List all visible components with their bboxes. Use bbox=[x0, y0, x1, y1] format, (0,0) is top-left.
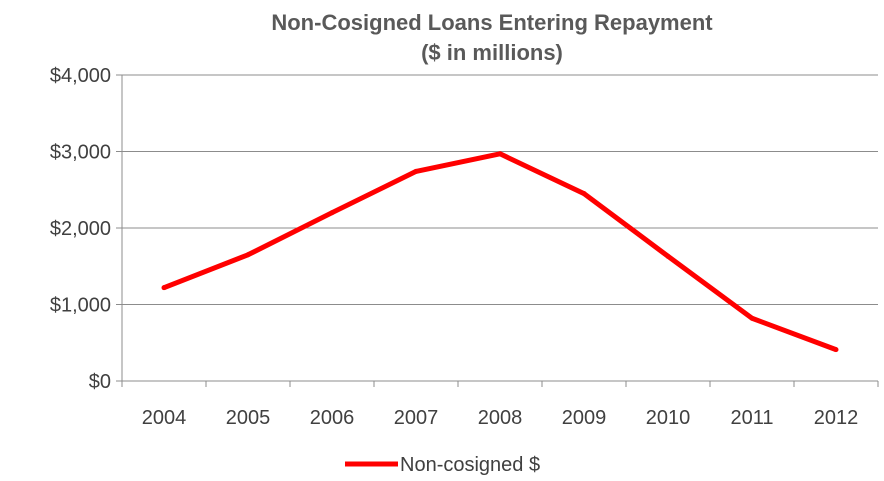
legend-label: Non-cosigned $ bbox=[400, 454, 540, 476]
gridlines bbox=[122, 74, 878, 305]
y-tick-label: $2,000 bbox=[50, 218, 111, 240]
y-axis: $0 $1,000 $2,000 $3,000 $4,000 bbox=[50, 65, 122, 393]
x-tick-label: 2008 bbox=[478, 407, 523, 429]
chart-subtitle: ($ in millions) bbox=[421, 40, 563, 65]
y-tick-label: $3,000 bbox=[50, 142, 111, 164]
data-point bbox=[161, 285, 167, 291]
x-tick-label: 2010 bbox=[646, 407, 691, 429]
series-group bbox=[161, 151, 839, 353]
x-tick-label: 2009 bbox=[562, 407, 607, 429]
data-point bbox=[665, 253, 671, 259]
data-point bbox=[413, 168, 419, 174]
data-point bbox=[245, 252, 251, 258]
x-tick-label: 2007 bbox=[394, 407, 439, 429]
x-tick-label: 2006 bbox=[310, 407, 355, 429]
data-point bbox=[329, 210, 335, 216]
x-axis: 2004 2005 2006 2007 2008 2009 2010 2011 2012 bbox=[121, 75, 879, 429]
x-tick-label: 2011 bbox=[730, 407, 773, 429]
y-tick-label: $4,000 bbox=[50, 65, 111, 87]
data-point bbox=[497, 151, 503, 157]
chart-title: Non-Cosigned Loans Entering Repayment bbox=[271, 10, 713, 35]
x-tick-label: 2004 bbox=[142, 407, 187, 429]
y-tick-label: $1,000 bbox=[50, 295, 111, 317]
x-tick-label: 2005 bbox=[226, 407, 271, 429]
x-tick-label: 2012 bbox=[814, 407, 859, 429]
data-point bbox=[581, 191, 587, 197]
data-point bbox=[833, 347, 839, 353]
legend: Non-cosigned $ bbox=[345, 454, 540, 476]
y-tick-label: $0 bbox=[89, 371, 111, 393]
data-point bbox=[749, 315, 755, 321]
series-line bbox=[163, 151, 837, 352]
